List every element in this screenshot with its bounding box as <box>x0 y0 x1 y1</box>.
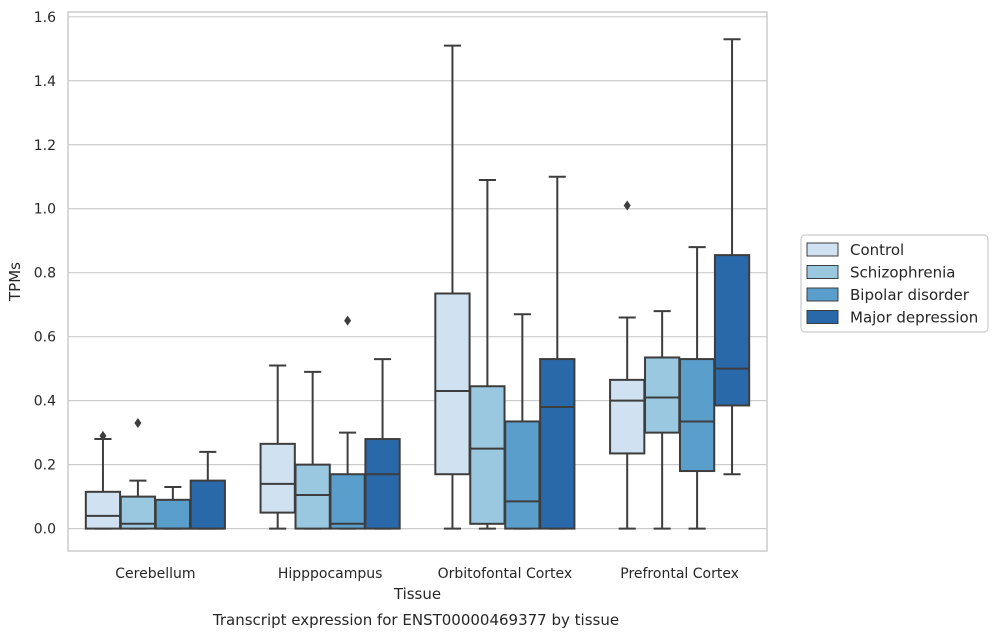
box-control-3 <box>609 200 646 530</box>
x-axis: Cerebellum Hipppocampus Orbitofontal Corte… <box>115 566 739 582</box>
box-schizophrenia-0 <box>119 418 157 530</box>
box-control-2 <box>434 44 471 530</box>
box-bipolar-disorder-1 <box>329 315 366 530</box>
x-tick-label: Cerebellum <box>115 566 195 582</box>
box-iqr <box>154 498 191 530</box>
legend-label: Control <box>850 241 904 259</box>
y-axis-label: TPMs <box>6 262 24 302</box>
box-bipolar-disorder-0 <box>154 486 191 530</box>
box-iqr <box>329 473 366 530</box>
box-iqr <box>259 442 296 514</box>
y-tick-label: 1.6 <box>34 10 56 26</box>
y-axis: 0.0 0.2 0.4 0.6 0.8 1.0 1.2 1.4 1.6 <box>34 10 56 538</box>
box-iqr <box>294 463 331 530</box>
x-tick-label: Hipppocampus <box>278 566 383 582</box>
box-iqr <box>539 358 576 530</box>
outlier-point <box>99 430 107 441</box>
legend-label: Bipolar disorder <box>850 286 970 304</box>
x-tick-label: Orbitofontal Cortex <box>438 566 573 582</box>
x-tick-label: Prefrontal Cortex <box>620 566 739 582</box>
y-tick-label: 1.4 <box>34 74 56 90</box>
x-axis-label: Tissue <box>393 585 441 603</box>
box-major-depression-1 <box>364 358 401 530</box>
legend-label: Major depression <box>850 309 978 327</box>
box-bipolar-disorder-3 <box>678 246 716 530</box>
legend-swatch <box>806 287 839 302</box>
plot-frame <box>67 11 768 552</box>
box-control-0 <box>84 430 122 530</box>
y-tick-label: 1.2 <box>34 138 56 154</box>
legend-swatch <box>806 265 839 279</box>
box-iqr <box>504 420 541 530</box>
box-iqr <box>434 292 471 476</box>
box-iqr <box>609 378 646 455</box>
legend-swatch <box>806 242 839 257</box>
box-iqr <box>713 254 751 407</box>
outlier-point <box>623 200 631 211</box>
box-iqr <box>189 479 226 530</box>
box-iqr <box>84 490 122 530</box>
box-iqr <box>469 385 506 525</box>
box-schizophrenia-2 <box>469 178 506 530</box>
y-tick-label: 0.2 <box>34 458 56 474</box>
y-tick-label: 0.6 <box>34 330 56 346</box>
legend: Control Schizophrenia Bipolar disorder Majo… <box>800 234 989 333</box>
outlier-point <box>344 315 352 326</box>
box-major-depression-3 <box>713 38 751 476</box>
legend-frame <box>800 234 989 333</box>
box-control-1 <box>259 364 296 530</box>
y-tick-label: 0.4 <box>34 394 56 410</box>
box-schizophrenia-3 <box>644 310 681 530</box>
box-major-depression-2 <box>539 175 576 530</box>
y-tick-label: 0.8 <box>34 266 56 282</box>
chart-title: Transcript expression for ENST0000046937… <box>212 611 619 629</box>
box-major-depression-0 <box>189 450 226 530</box>
box-iqr <box>364 438 401 530</box>
y-tick-label: 0.0 <box>34 522 56 538</box>
legend-label: Schizophrenia <box>850 264 955 282</box>
box-iqr <box>644 356 681 434</box>
legend-swatch <box>806 310 839 324</box>
box-iqr <box>678 358 716 473</box>
y-tick-label: 1.0 <box>34 202 56 218</box>
plot-area <box>84 38 751 530</box>
outlier-point <box>134 418 142 429</box>
